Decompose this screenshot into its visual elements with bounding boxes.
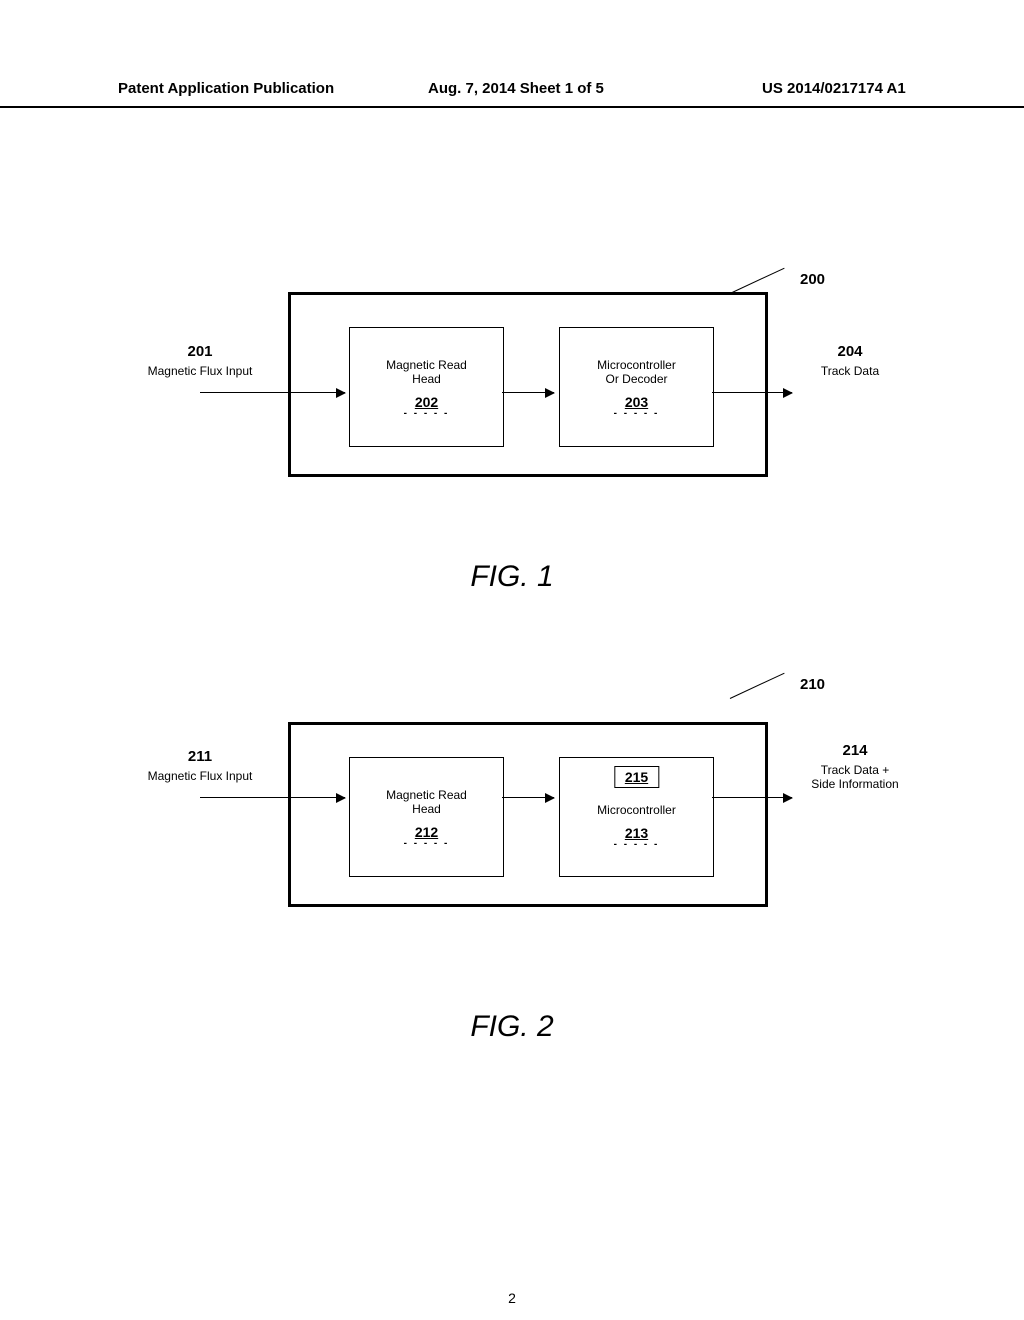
- leader-line-200: [730, 268, 785, 294]
- dashed-underline: - - - - -: [350, 842, 503, 846]
- fig1-decoder-box: Microcontroller Or Decoder 203 - - - - -: [559, 327, 714, 447]
- dashed-underline: - - - - -: [560, 412, 713, 416]
- fig1-right-line1: Microcontroller: [560, 358, 713, 372]
- header-left: Patent Application Publication: [118, 80, 334, 97]
- page-number: 2: [0, 1290, 1024, 1306]
- fig2-input-ref: 211: [130, 748, 270, 765]
- fig1-input-ref: 201: [130, 343, 270, 360]
- patent-page: Patent Application Publication Aug. 7, 2…: [0, 0, 1024, 1320]
- fig1-caption: FIG. 1: [0, 560, 1024, 594]
- fig2-output-text2: Side Information: [811, 777, 898, 791]
- fig1-input-label: 201 Magnetic Flux Input: [130, 343, 270, 378]
- fig2-right-line1: Microcontroller: [560, 803, 713, 817]
- header-right: US 2014/0217174 A1: [762, 80, 906, 97]
- fig2-right-ref: 213 - - - - -: [560, 825, 713, 847]
- fig1-left-line1: Magnetic Read: [350, 358, 503, 372]
- ref-210: 210: [800, 676, 825, 693]
- fig2-output-ref: 214: [790, 742, 920, 759]
- fig1-output-label: 204 Track Data: [790, 343, 910, 378]
- fig2-left-line2: Head: [350, 802, 503, 816]
- fig2-caption: FIG. 2: [0, 1010, 1024, 1044]
- fig1-read-head-box: Magnetic Read Head 202 - - - - -: [349, 327, 504, 447]
- header-center: Aug. 7, 2014 Sheet 1 of 5: [428, 80, 604, 97]
- fig2-microcontroller-box: 215 Microcontroller 213 - - - - -: [559, 757, 714, 877]
- fig1-system-box: Magnetic Read Head 202 - - - - - Microco…: [288, 292, 768, 477]
- fig1-output-text: Track Data: [821, 364, 879, 378]
- dashed-underline: - - - - -: [350, 412, 503, 416]
- fig2-left-ref: 212 - - - - -: [350, 824, 503, 846]
- fig1-left-ref: 202 - - - - -: [350, 394, 503, 416]
- fig1-input-text: Magnetic Flux Input: [148, 364, 253, 378]
- fig1-right-line2: Or Decoder: [560, 372, 713, 386]
- fig1-output-ref: 204: [790, 343, 910, 360]
- fig2-output-text1: Track Data +: [821, 763, 890, 777]
- fig2-read-head-box: Magnetic Read Head 212 - - - - -: [349, 757, 504, 877]
- fig1-right-ref: 203 - - - - -: [560, 394, 713, 416]
- page-header: Patent Application Publication Aug. 7, 2…: [0, 80, 1024, 108]
- fig1-left-line2: Head: [350, 372, 503, 386]
- fig2-input-label: 211 Magnetic Flux Input: [130, 748, 270, 783]
- fig2-left-line1: Magnetic Read: [350, 788, 503, 802]
- fig2-inner-215: 215: [614, 766, 659, 788]
- ref-200: 200: [800, 271, 825, 288]
- fig2-output-label: 214 Track Data + Side Information: [790, 742, 920, 791]
- leader-line-210: [730, 673, 785, 699]
- fig2-system-box: Magnetic Read Head 212 - - - - - 215 Mic…: [288, 722, 768, 907]
- dashed-underline: - - - - -: [560, 843, 713, 847]
- fig2-input-text: Magnetic Flux Input: [148, 769, 253, 783]
